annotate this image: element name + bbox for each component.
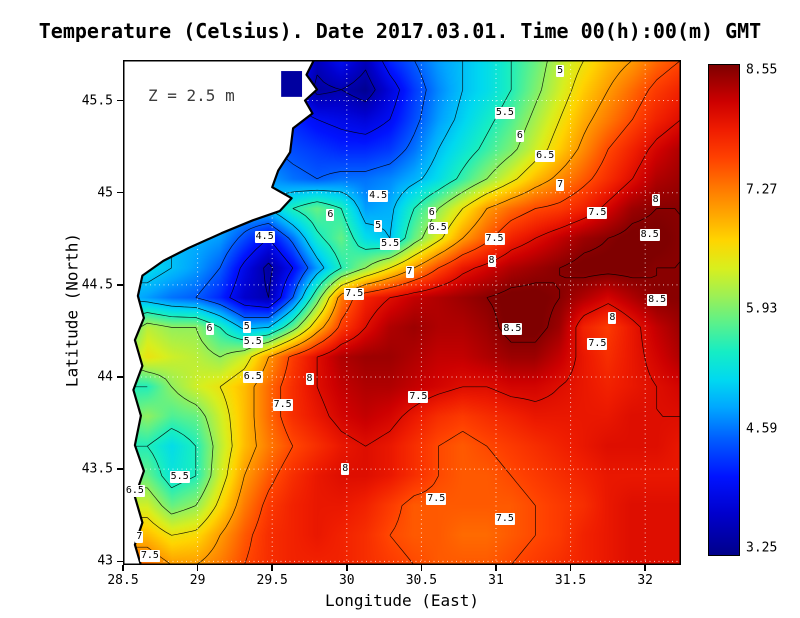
land-mass — [123, 60, 317, 565]
x-tick-label: 30.5 — [405, 573, 438, 588]
x-tick-mark — [420, 565, 423, 571]
contour-label: 7.5 — [587, 207, 608, 219]
coastline — [132, 60, 319, 565]
contour-label: 5 — [242, 321, 251, 334]
plot-area: 5 5.5 6 6.5 7 7.5 8 8.5 4.5 6 4.5 5 5.5 6 6.5 7.5 8 7 7.5 8… — [123, 60, 681, 565]
y-tick-label: 43.5 — [81, 461, 113, 477]
x-tick-mark — [271, 565, 273, 571]
x-tick-mark — [122, 565, 124, 571]
depth-annotation: Z = 2.5 m — [148, 86, 235, 105]
y-tick-mark — [117, 376, 123, 378]
contour-labels-layer: 5 5.5 6 6.5 7 7.5 8 8.5 4.5 6 4.5 5 5.5 6 6.5 7.5 8 7 7.5 8… — [123, 60, 681, 565]
y-tick-mark — [117, 284, 123, 286]
contour-label: 6.5 — [124, 485, 145, 498]
contour-label: 5 — [374, 219, 383, 232]
map-overlay-svg — [123, 60, 681, 565]
contour-label: 6 — [205, 323, 214, 336]
y-tick-mark — [117, 191, 123, 194]
y-axis-label: Latitude (North) — [62, 232, 82, 388]
y-tick-mark — [117, 560, 123, 563]
contour-label: 4.5 — [368, 190, 389, 203]
colorbar-tick-label: 4.59 — [746, 421, 778, 436]
colorbar-tick-label: 3.25 — [746, 540, 778, 556]
contour-label: 6.5 — [427, 221, 448, 234]
contour-label: 7.5 — [494, 512, 515, 525]
x-tick-mark — [495, 565, 497, 571]
y-tick-mark — [117, 468, 123, 470]
y-tick-mark — [117, 99, 123, 102]
contour-line-6.5 — [123, 60, 585, 536]
x-axis-label: Longitude (East) — [324, 591, 480, 610]
contour-label: 7.5 — [408, 391, 429, 404]
contour-label: 7.5 — [587, 337, 608, 350]
contour-label: 6 — [326, 208, 335, 221]
x-tick-mark — [569, 565, 572, 571]
x-tick-label: 31.5 — [554, 573, 587, 588]
x-tick-label: 32 — [637, 573, 654, 588]
contour-label: 8.5 — [639, 229, 660, 242]
contour-label: 6.5 — [535, 149, 556, 162]
contour-label: 6 — [427, 207, 436, 219]
y-tick-label: 45 — [97, 185, 113, 201]
colorbar-gradient — [709, 65, 739, 555]
contour-label: 5 — [556, 65, 565, 78]
x-tick-label: 28.5 — [107, 573, 139, 588]
x-tick-mark — [346, 565, 348, 571]
colorbar — [708, 64, 740, 556]
x-tick-label: 29 — [189, 573, 206, 588]
contour-label: 6 — [515, 129, 524, 142]
contour-label: 7.5 — [426, 492, 447, 505]
contour-line-7.5 — [243, 60, 681, 565]
contour-line-8.5 — [486, 208, 681, 343]
contour-label: 5.5 — [494, 107, 515, 120]
y-tick-label: 44.5 — [81, 277, 113, 293]
contour-label: 8.5 — [647, 293, 668, 306]
contour-label: 5.5 — [380, 238, 401, 251]
y-tick-label: 43 — [97, 553, 113, 569]
contour-line-7 — [123, 60, 633, 565]
coastal-lake — [281, 71, 303, 97]
contour-label: 7.5 — [484, 232, 505, 245]
contour-label: 8 — [651, 194, 660, 207]
y-tick-label: 44 — [97, 369, 113, 385]
contour-label: 7 — [405, 266, 414, 278]
colorbar-tick-label: 8.55 — [746, 62, 778, 78]
colorbar-tick-label: 7.27 — [746, 182, 778, 197]
contour-label: 8 — [487, 254, 496, 267]
contour-label: 7.5 — [272, 398, 293, 411]
contour-label: 7 — [135, 531, 144, 544]
contour-label: 7.5 — [139, 549, 160, 562]
y-tick-label: 45.5 — [81, 93, 113, 109]
contour-label: 8 — [305, 372, 314, 385]
plot-frame — [123, 60, 681, 565]
contour-label: 7.5 — [344, 288, 365, 301]
contour-line-5.5 — [123, 60, 512, 489]
x-tick-mark — [196, 565, 199, 571]
contour-label: 5.5 — [169, 470, 190, 483]
contour-label: 4.5 — [254, 230, 275, 243]
colorbar-tick-label: 5.93 — [746, 301, 778, 317]
figure-title: Temperature (Celsius). Date 2017.03.01. … — [38, 19, 762, 43]
contour-label: 5.5 — [242, 336, 263, 348]
x-tick-label: 31 — [488, 573, 504, 588]
contour-label: 8 — [341, 463, 350, 476]
contour-label: 8.5 — [502, 323, 523, 336]
contour-label: 6.5 — [242, 371, 263, 383]
contour-label: 7 — [556, 179, 565, 192]
x-tick-label: 29.5 — [256, 573, 288, 588]
x-tick-label: 30 — [338, 573, 355, 588]
x-tick-mark — [644, 565, 646, 571]
contour-label: 8 — [608, 312, 617, 324]
